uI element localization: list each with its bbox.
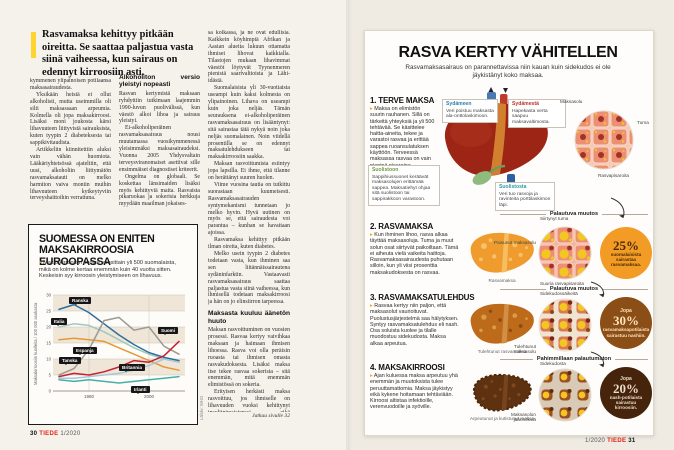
- micro-view-healthy: [574, 110, 634, 170]
- stage3-body: Rasvaa kertyy niin paljon, että maksasol…: [370, 303, 460, 347]
- chart-y-axis-label: Maksakirroosiin kuolleita / 100 000 asuk…: [33, 302, 38, 385]
- stage2-body: Kun ihminen lihoo, rasva alkaa täyttää m…: [370, 232, 460, 276]
- chart-box: SUOMESSA ON ENITEN MAKSAKIRROOSIA EUROOP…: [28, 224, 198, 425]
- body-paragraph: Rasvamaksa kehittyy pitkään ilman oireit…: [208, 237, 290, 251]
- body-paragraph: Erityisen herkästi maksa rasvoittuu, jos…: [208, 389, 290, 412]
- body-paragraph: Yksikään heistä ei ollut alkoholisti, mu…: [30, 91, 111, 147]
- body-column-2: Alkoholiton versio yleistyi nopeasti Ras…: [119, 74, 200, 220]
- stage2-heading: 2. RASVAMAKSA: [370, 222, 434, 231]
- fatty-liver-caption: Rasvamaksa: [488, 278, 516, 283]
- micro-label-tuma: Tuma: [637, 120, 649, 125]
- callout-from-gut: Suolistosta Veri tuo rasvoja ja ravintei…: [495, 182, 555, 212]
- left-page-footer: 30 TIEDE 1/2020: [30, 431, 81, 437]
- micro-label-suuria-rasvapisaroita: Suuria rasvapisaroita: [540, 281, 585, 286]
- body-column-3: sa kolkassa, ja ne ovat edullisia. Kaikk…: [208, 30, 290, 412]
- stat-circle-25: 25% suomalaisista sairastaa rasvamaksaa.: [600, 227, 652, 279]
- body-paragraph: Viime vuosina tautia on tutkittu suorast…: [208, 181, 290, 237]
- issue-number: 1/2020: [60, 431, 81, 437]
- micro-label-siirtynyt-tuma: Siirtynyt tuma: [540, 216, 569, 221]
- issue-number: 1/2020: [585, 438, 606, 444]
- series-label-italia: Italia: [51, 318, 68, 326]
- svg-text:2000: 2000: [144, 394, 155, 399]
- body-paragraph: Maksan rasvoittuminen on vuosien prosess…: [208, 327, 290, 389]
- inflamed-liver-caption: Tulehtunut rasvamaksa: [477, 349, 527, 354]
- brand-name: TIEDE: [39, 431, 59, 437]
- body-paragraph: Artikkeliin kiinnitettiin aluksi vain vä…: [30, 147, 111, 202]
- series-label-tanska: Tanska: [59, 357, 81, 365]
- micro-label-paisunut-maksasolu: Paisunut maksasolu: [494, 240, 536, 245]
- stat-circle-30: Jopa 30% rasvamaksapotilaista sairastuu …: [600, 297, 652, 349]
- svg-text:1980: 1980: [84, 394, 95, 399]
- stat-circle-20: Jopa 20% nash-potilaista sairastuu kirro…: [600, 367, 652, 419]
- micro-label-maksasolu: Maksasolu: [560, 99, 583, 104]
- body-paragraph: kymmenen ylipainoisen potilaansa maksasa…: [30, 78, 111, 91]
- chart-note: Maksakirroosiin kuolee vuosittain yli 50…: [39, 260, 189, 280]
- infographic-subtitle: Rasvamaksasairaus on parannettavissa nii…: [405, 64, 611, 79]
- fatty-liver-illustration: [470, 232, 534, 273]
- stage1-heading: 1. TERVE MAKSA: [370, 96, 435, 105]
- flow-arrow-icon: [590, 281, 605, 298]
- flow-arrow-icon: [590, 351, 605, 368]
- callout-to-gut: Suolistoon Sappihiussuonet keräävät maks…: [368, 165, 440, 206]
- chart-source: Lähde: WHO: [199, 395, 204, 420]
- accent-bar: [31, 32, 36, 58]
- chart-plot: 0 5 10 15 20 25 30 1980 2000 Ranska Italia Espan…: [39, 291, 191, 415]
- stage4-body: Ajan kuluessa maksa arpeutuu yhä enemmän…: [370, 373, 460, 411]
- cirrhotic-liver-illustration: [472, 373, 532, 412]
- micro-view-inflamed: [538, 298, 592, 352]
- page-number: 30: [30, 431, 38, 437]
- svg-text:20: 20: [46, 325, 51, 330]
- svg-text:10: 10: [46, 357, 51, 362]
- micro-label-rasvapisaroita: Rasvapisaroita: [598, 173, 630, 178]
- page-title: Rasvamaksa kehittyy pitkään oireitta. Se…: [42, 29, 194, 78]
- page-number: 31: [628, 438, 636, 444]
- body-paragraph: Maksan rasvoittumista esiintyy jopa laps…: [208, 161, 290, 182]
- page-fold: [346, 0, 352, 450]
- svg-text:15: 15: [46, 341, 51, 346]
- line-chart: 0 5 10 15 20 25 30 1980 2000: [46, 293, 185, 399]
- inflamed-liver-illustration: [470, 303, 534, 344]
- micro-view-fatty: [538, 226, 592, 280]
- divider-reversible-1: Palautuva muutos: [500, 211, 648, 217]
- body-paragraph: Ongelma on globaali. Se koskettaa länsim…: [119, 173, 200, 208]
- stage1-body: Maksa on elimistön suurin rauhanen. Sill…: [370, 106, 436, 169]
- micro-label-sidekudossaikeita: Sidekudossäikeitä: [540, 291, 578, 296]
- infographic-title: RASVA KERTYY VÄHITELLEN: [398, 44, 618, 61]
- body-paragraph: Rasvan kertymistä maksaan ryhdyttiin tut…: [119, 90, 200, 125]
- flow-arrow-icon: [610, 197, 625, 219]
- svg-text:0: 0: [49, 389, 52, 394]
- body-paragraph: Suomalaisista yli 30-vuotiaista useampi …: [208, 85, 290, 161]
- svg-text:25: 25: [46, 309, 51, 314]
- series-label-espanja: Espanja: [73, 347, 97, 355]
- right-page-footer: 1/2020 TIEDE 31: [585, 438, 636, 444]
- series-label-ranska: Ranska: [69, 297, 92, 305]
- continuation-note: Jatkuu sivulle 32: [252, 413, 290, 419]
- micro-label-maksasolun-jaannoksia: Maksasolun jäännöksiä: [510, 412, 536, 423]
- callout-from-heart: Sydämestä Hapekasta verta saapuu maksava…: [508, 99, 566, 129]
- brand-name: TIEDE: [607, 438, 627, 444]
- series-label-irlanti: Irlanti: [131, 386, 150, 394]
- svg-text:5: 5: [49, 373, 52, 378]
- cirrhotic-liver-caption: Arpeutunut ja kutistunut maksa: [469, 416, 535, 421]
- micro-label-tulehtunut-maksasolu: Tulehtunut maksasolu: [513, 344, 536, 355]
- body-column-1: kymmenen ylipainoisen potilaansa maksasa…: [30, 78, 111, 220]
- svg-text:30: 30: [46, 293, 51, 298]
- series-label-suomi: Suomi: [158, 327, 179, 335]
- micro-view-cirrhotic: [538, 368, 592, 422]
- body-paragraph: Ei-alkoholiperäinen rasvamaksasairaus no…: [119, 125, 200, 173]
- stage3-heading: 3. RASVAMAKSATULEHDUS: [370, 293, 475, 302]
- body-paragraph: sa kolkassa, ja ne ovat edullisia. Kaikk…: [208, 30, 290, 85]
- body-paragraph: Melko usein tyypin 2 diabetes todetaan v…: [208, 251, 290, 306]
- section-subheading: Alkoholiton versio yleistyi nopeasti: [119, 74, 200, 89]
- divider-irreversible: Pahimmillaan palautumaton: [500, 356, 649, 362]
- divider-reversible-2: Palautuva muutos: [500, 286, 648, 292]
- section-subheading: Maksasta kuuluu äänetön huuto: [208, 310, 290, 325]
- micro-label-sidekudosta: Sidekudosta: [540, 361, 566, 366]
- stage4-heading: 4. MAKSAKIRROOSI: [370, 363, 445, 372]
- callout-to-heart: Sydämeen Veri poistuu maksasta ala-ontto…: [442, 99, 498, 123]
- series-label-britannia: Britannia: [119, 364, 145, 372]
